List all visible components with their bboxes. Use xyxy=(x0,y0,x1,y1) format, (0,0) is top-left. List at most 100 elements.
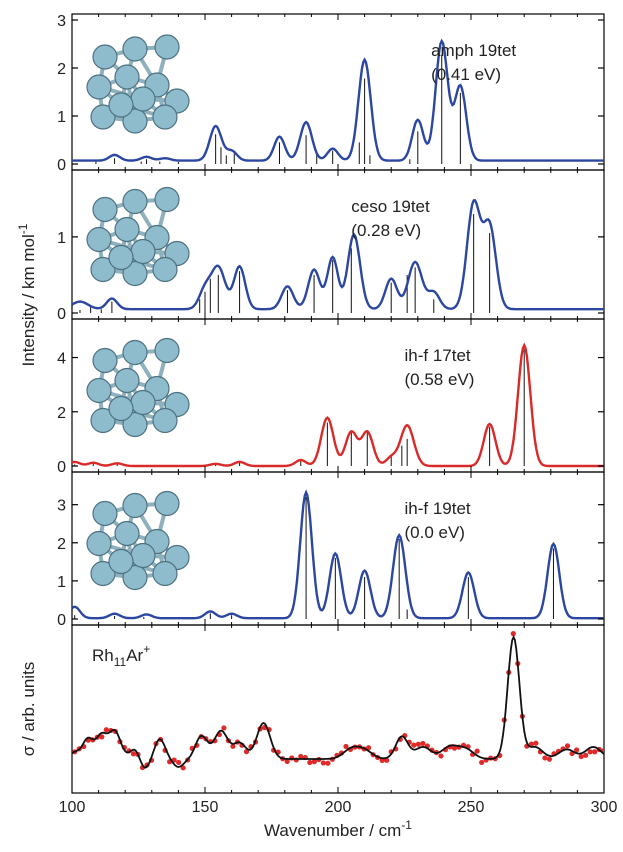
experimental-point xyxy=(533,740,539,746)
cluster-atom xyxy=(92,500,118,527)
panel-plot-area xyxy=(72,198,604,313)
cluster-atom xyxy=(122,492,148,519)
cluster-atom xyxy=(130,542,156,569)
panel-label-line: (0.0 eV) xyxy=(405,523,465,542)
y-tick-label: 2 xyxy=(57,61,66,78)
panel-ceso: 0 1 ceso 19tet (0.28 eV) xyxy=(57,169,605,323)
panel-ihf19: 0 1 2 3 ih-f 19tet (0.0 eV) xyxy=(57,471,605,629)
experimental-point xyxy=(320,760,326,766)
cluster-atom xyxy=(114,520,140,547)
cluster-structure-illustration xyxy=(86,337,190,438)
cluster-structure-illustration xyxy=(86,34,190,134)
experimental-point xyxy=(307,759,313,766)
y-tick-label: 0 xyxy=(57,157,66,174)
panel-plot-area xyxy=(72,342,604,468)
experimental-point xyxy=(574,747,580,753)
cluster-atom xyxy=(130,86,156,112)
panel-plot-area xyxy=(72,631,604,771)
cluster-atom xyxy=(108,244,134,271)
panels-group: 0 1 2 3 amph 19tet (0.41 eV) 0 1 ceso 19tet (0.28… xyxy=(19,13,605,794)
experimental-line xyxy=(72,634,604,769)
experiment-label: Rh11Ar+ xyxy=(92,642,150,669)
cluster-atom xyxy=(154,337,180,364)
x-tick-label: 150 xyxy=(192,799,219,816)
y-tick-label: 0 xyxy=(57,459,66,476)
panel-label-line: amph 19tet xyxy=(431,41,516,60)
cluster-atom xyxy=(130,238,156,265)
experimental-point xyxy=(564,743,571,749)
y-tick-label: 3 xyxy=(57,498,66,515)
experimental-point xyxy=(298,753,304,760)
cluster-atom xyxy=(108,395,134,422)
panel-amph: 0 1 2 3 amph 19tet (0.41 eV) xyxy=(57,13,605,174)
cluster-atom xyxy=(114,367,140,394)
experimental-point xyxy=(311,759,317,765)
cluster-atom xyxy=(86,530,112,557)
panel-exp: Rh11Ar+ σ / arb. units xyxy=(19,624,605,794)
cluster-atom xyxy=(92,347,118,374)
cluster-atom xyxy=(122,411,148,438)
experimental-point xyxy=(221,725,227,731)
experimental-point xyxy=(103,727,109,733)
y-tick-label: 0 xyxy=(57,612,66,629)
cluster-atom xyxy=(108,548,134,575)
experimental-point xyxy=(420,740,426,747)
experimental-point xyxy=(384,757,390,763)
cluster-atom xyxy=(114,64,140,90)
experimental-point xyxy=(528,741,534,747)
y-tick-label: 2 xyxy=(57,405,66,422)
x-tick-label: 100 xyxy=(59,799,86,816)
cluster-atom xyxy=(152,407,178,434)
cluster-structure-illustration xyxy=(86,490,190,591)
experimental-point xyxy=(510,631,516,637)
experimental-point xyxy=(592,749,598,755)
cluster-atom xyxy=(154,34,180,60)
experimental-point xyxy=(411,742,417,748)
cluster-atom xyxy=(86,74,112,100)
cluster-atom xyxy=(122,188,148,215)
experimental-point xyxy=(578,753,584,760)
experiment-y-axis-title: σ / arb. units xyxy=(19,662,38,757)
cluster-atom xyxy=(92,196,118,223)
cluster-atom xyxy=(122,260,148,287)
cluster-atom xyxy=(108,92,134,118)
panel-plot-area xyxy=(72,38,604,164)
panel-plot-area xyxy=(72,489,604,620)
cluster-structure-illustration xyxy=(86,186,190,287)
y-tick-label: 2 xyxy=(57,536,66,553)
cluster-atom xyxy=(90,560,116,587)
panel-frame xyxy=(71,624,605,794)
y-tick-label: 3 xyxy=(57,13,66,30)
cluster-atom xyxy=(130,389,156,416)
cluster-atom xyxy=(122,564,148,591)
experimental-point xyxy=(284,758,290,765)
cluster-atom xyxy=(92,44,118,70)
y-tick-label: 1 xyxy=(57,574,66,591)
x-tick-label: 200 xyxy=(325,799,352,816)
cluster-atom xyxy=(122,36,148,62)
y-tick-label: 4 xyxy=(57,351,66,368)
experimental-point xyxy=(99,734,105,740)
cluster-atom xyxy=(122,108,148,134)
experimental-point xyxy=(130,751,137,757)
panel-label-line: ceso 19tet xyxy=(351,197,430,216)
cluster-atom xyxy=(86,226,112,253)
cluster-atom xyxy=(90,407,116,434)
panel-label-line: (0.58 eV) xyxy=(405,370,475,389)
cluster-atom xyxy=(86,377,112,404)
panel-label-line: (0.28 eV) xyxy=(351,221,421,240)
y-tick-label: 1 xyxy=(57,109,66,126)
experimental-point xyxy=(180,765,186,771)
experimental-point xyxy=(343,743,349,750)
x-tick-label: 300 xyxy=(591,799,618,816)
experimental-point xyxy=(542,755,548,761)
x-tick-label: 250 xyxy=(458,799,485,816)
x-axis: 100 150 200 250 300 xyxy=(59,799,618,816)
experimental-point xyxy=(546,756,553,762)
cluster-atom xyxy=(90,256,116,283)
experimental-point xyxy=(438,753,444,759)
y-tick-label: 1 xyxy=(57,230,66,247)
cluster-atom xyxy=(152,560,178,587)
spectrum-line xyxy=(72,38,604,162)
